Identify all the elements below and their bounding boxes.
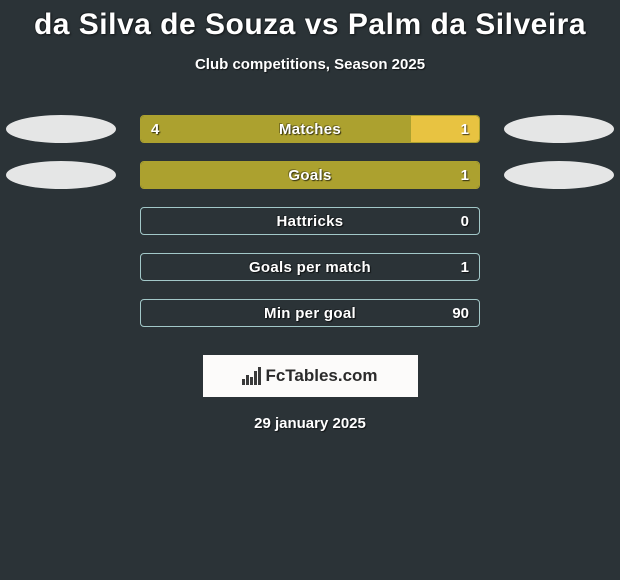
- page-title: da Silva de Souza vs Palm da Silveira: [0, 0, 620, 42]
- subtitle: Club competitions, Season 2025: [0, 56, 620, 73]
- stat-label: Min per goal: [141, 300, 479, 326]
- stat-value-right: 0: [461, 208, 469, 234]
- logo-text: FcTables.com: [265, 366, 377, 386]
- player-badge-left: [6, 161, 116, 189]
- date-label: 29 january 2025: [0, 415, 620, 432]
- stat-bar: Min per goal90: [140, 299, 480, 327]
- player-badge-right: [504, 115, 614, 143]
- stat-label: Hattricks: [141, 208, 479, 234]
- stat-row: Goals1: [0, 161, 620, 189]
- fctables-logo[interactable]: FcTables.com: [203, 355, 418, 397]
- stats-rows: Matches41 Goals1 Hattricks0 Goals per match…: [0, 115, 620, 327]
- player-badge-left: [6, 115, 116, 143]
- bar-segment-right: [141, 162, 479, 188]
- bar-segment-left: [141, 116, 411, 142]
- stat-bar: Goals1: [140, 161, 480, 189]
- stat-bar: Goals per match1: [140, 253, 480, 281]
- stat-bar: Hattricks0: [140, 207, 480, 235]
- stat-value-right: 1: [461, 254, 469, 280]
- player-badge-right: [504, 161, 614, 189]
- stat-row: Goals per match1: [0, 253, 620, 281]
- stat-row: Matches41: [0, 115, 620, 143]
- stat-row: Hattricks0: [0, 207, 620, 235]
- stat-row: Min per goal90: [0, 299, 620, 327]
- stat-value-right: 90: [452, 300, 469, 326]
- stat-bar: Matches41: [140, 115, 480, 143]
- bar-segment-right: [411, 116, 479, 142]
- stat-label: Goals per match: [141, 254, 479, 280]
- bar-chart-icon: [242, 367, 261, 385]
